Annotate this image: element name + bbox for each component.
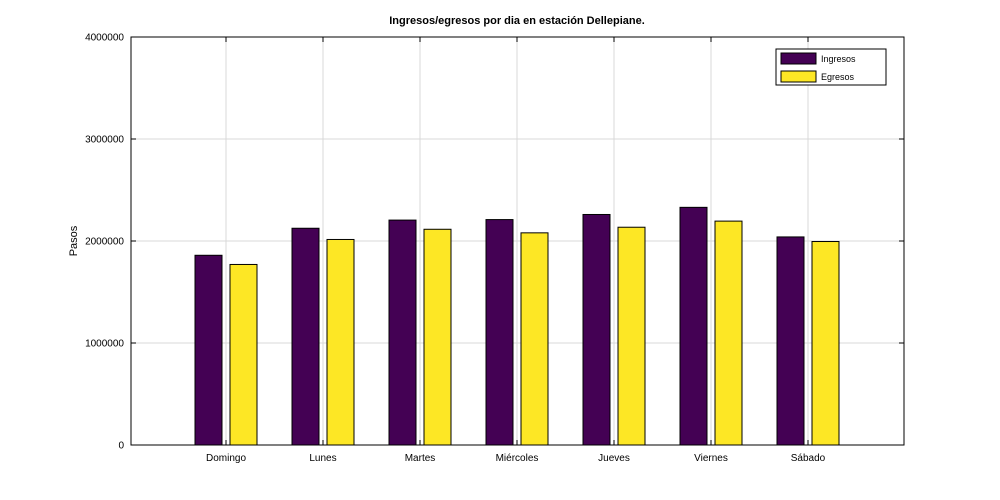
bar-egresos-5 — [714, 220, 743, 446]
legend: Ingresos Egresos — [775, 48, 887, 86]
bar-egresos-2 — [423, 228, 452, 446]
bar-egresos-4 — [617, 226, 646, 446]
bars — [194, 206, 840, 446]
x-tick-label: Lunes — [309, 453, 336, 464]
x-tick-label: Martes — [405, 453, 436, 464]
x-tick-label: Sábado — [791, 453, 826, 464]
bar-ingresos-5 — [679, 206, 708, 446]
bar-ingresos-0 — [194, 254, 223, 446]
y-tick-label: 0 — [118, 441, 124, 452]
legend-swatch-ingresos — [780, 52, 817, 65]
x-tick-label: Miércoles — [496, 453, 539, 464]
y-tick-labels: 0 1000000 2000000 3000000 4000000 — [85, 33, 124, 452]
legend-swatch-egresos — [780, 70, 817, 83]
bar-egresos-0 — [229, 263, 258, 446]
x-tick-labels: Domingo Lunes Martes Miércoles Jueves Viernes… — [206, 453, 826, 464]
bar-egresos-1 — [326, 238, 355, 446]
chart-title: Ingresos/egresos por dia en estación Del… — [389, 15, 645, 27]
bar-egresos-3 — [520, 232, 549, 446]
y-tick-label: 2000000 — [85, 237, 124, 248]
grid — [131, 37, 904, 445]
bar-ingresos-2 — [388, 219, 417, 446]
y-tick-label: 3000000 — [85, 135, 124, 146]
legend-label-ingresos: Ingresos — [821, 54, 856, 64]
ticks — [131, 36, 904, 446]
y-axis-label: Pasos — [68, 225, 80, 256]
x-tick-label: Jueves — [598, 453, 630, 464]
y-tick-label: 4000000 — [85, 33, 124, 44]
bar-ingresos-4 — [582, 213, 611, 446]
x-tick-label: Domingo — [206, 453, 246, 464]
bar-ingresos-3 — [485, 219, 514, 446]
x-tick-label: Viernes — [694, 453, 728, 464]
legend-label-egresos: Egresos — [821, 72, 855, 82]
bar-egresos-6 — [811, 241, 840, 446]
y-tick-label: 1000000 — [85, 339, 124, 350]
bar-ingresos-1 — [291, 227, 320, 446]
bar-ingresos-6 — [776, 236, 805, 446]
